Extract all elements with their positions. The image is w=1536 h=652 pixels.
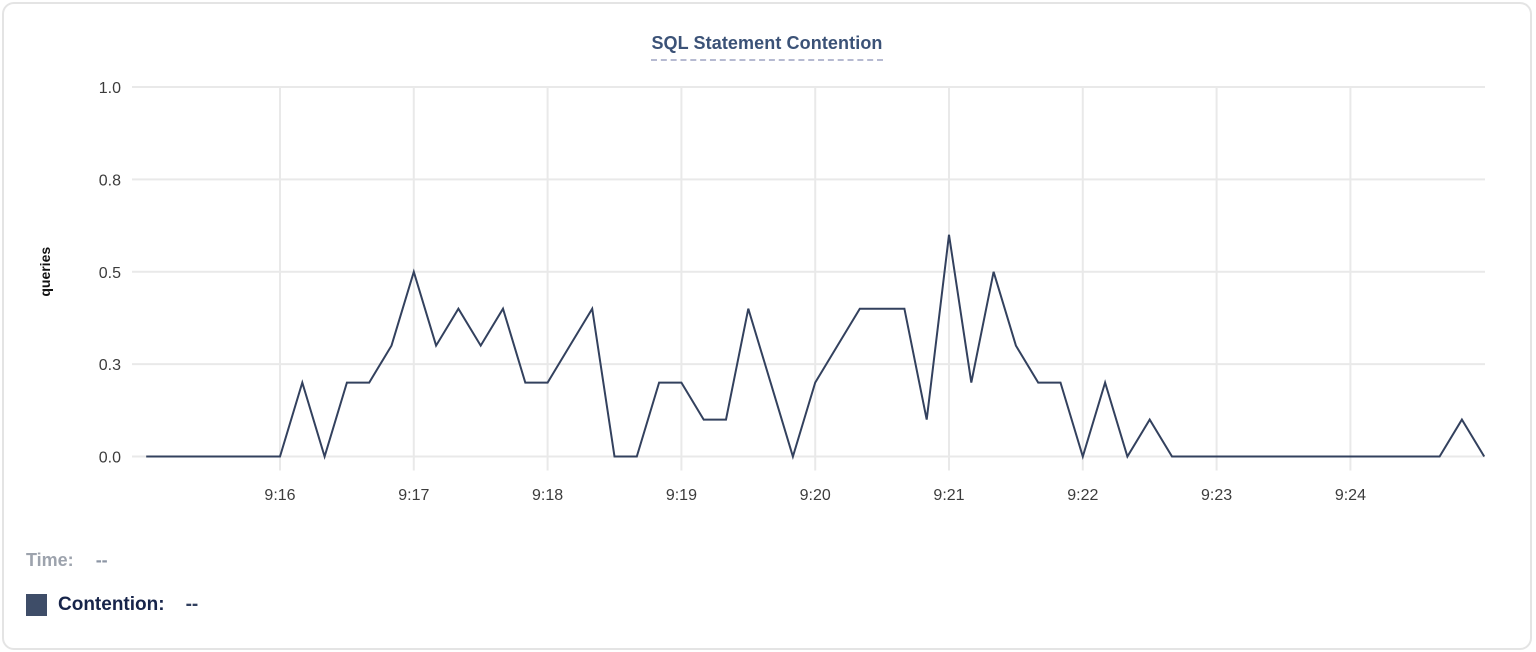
svg-text:9:23: 9:23 (1201, 487, 1232, 504)
svg-text:0.3: 0.3 (99, 357, 121, 374)
svg-text:0.8: 0.8 (99, 172, 121, 189)
svg-text:1.0: 1.0 (99, 80, 121, 97)
legend-time-label: Time: (26, 550, 74, 570)
contention-swatch (26, 594, 47, 616)
svg-text:9:21: 9:21 (933, 487, 964, 504)
y-axis-label: queries (37, 247, 53, 297)
svg-text:9:16: 9:16 (264, 487, 295, 504)
chart-title[interactable]: SQL Statement Contention (651, 33, 883, 61)
y-axis-tick-labels: 1.0 0.8 0.5 0.3 0.0 (99, 80, 121, 467)
gridlines (132, 86, 1485, 471)
svg-text:9:24: 9:24 (1335, 487, 1366, 504)
svg-text:0.5: 0.5 (99, 265, 121, 282)
legend-time-value: -- (95, 550, 108, 570)
svg-text:9:22: 9:22 (1067, 487, 1098, 504)
legend-contention-value: -- (185, 594, 199, 615)
svg-text:9:18: 9:18 (532, 487, 563, 504)
svg-text:9:17: 9:17 (398, 487, 429, 504)
svg-text:0.0: 0.0 (99, 450, 121, 467)
legend-time-row: Time: -- (26, 550, 108, 571)
x-axis-tick-labels: 9:16 9:17 9:18 9:19 9:20 9:21 9:22 9:23 9:24 (264, 487, 1366, 504)
legend-contention-label: Contention: (58, 594, 165, 615)
chart-header: SQL Statement Contention (4, 33, 1530, 61)
legend-contention-row: Contention: -- (26, 594, 198, 616)
svg-text:9:19: 9:19 (666, 487, 697, 504)
series-line-contention[interactable] (146, 234, 1486, 460)
contention-line-chart[interactable]: 1.00.80.50.30.09:16 9:17 9:18 9:19 9:20 9:21 9… (4, 4, 1536, 529)
svg-text:9:20: 9:20 (800, 487, 831, 504)
